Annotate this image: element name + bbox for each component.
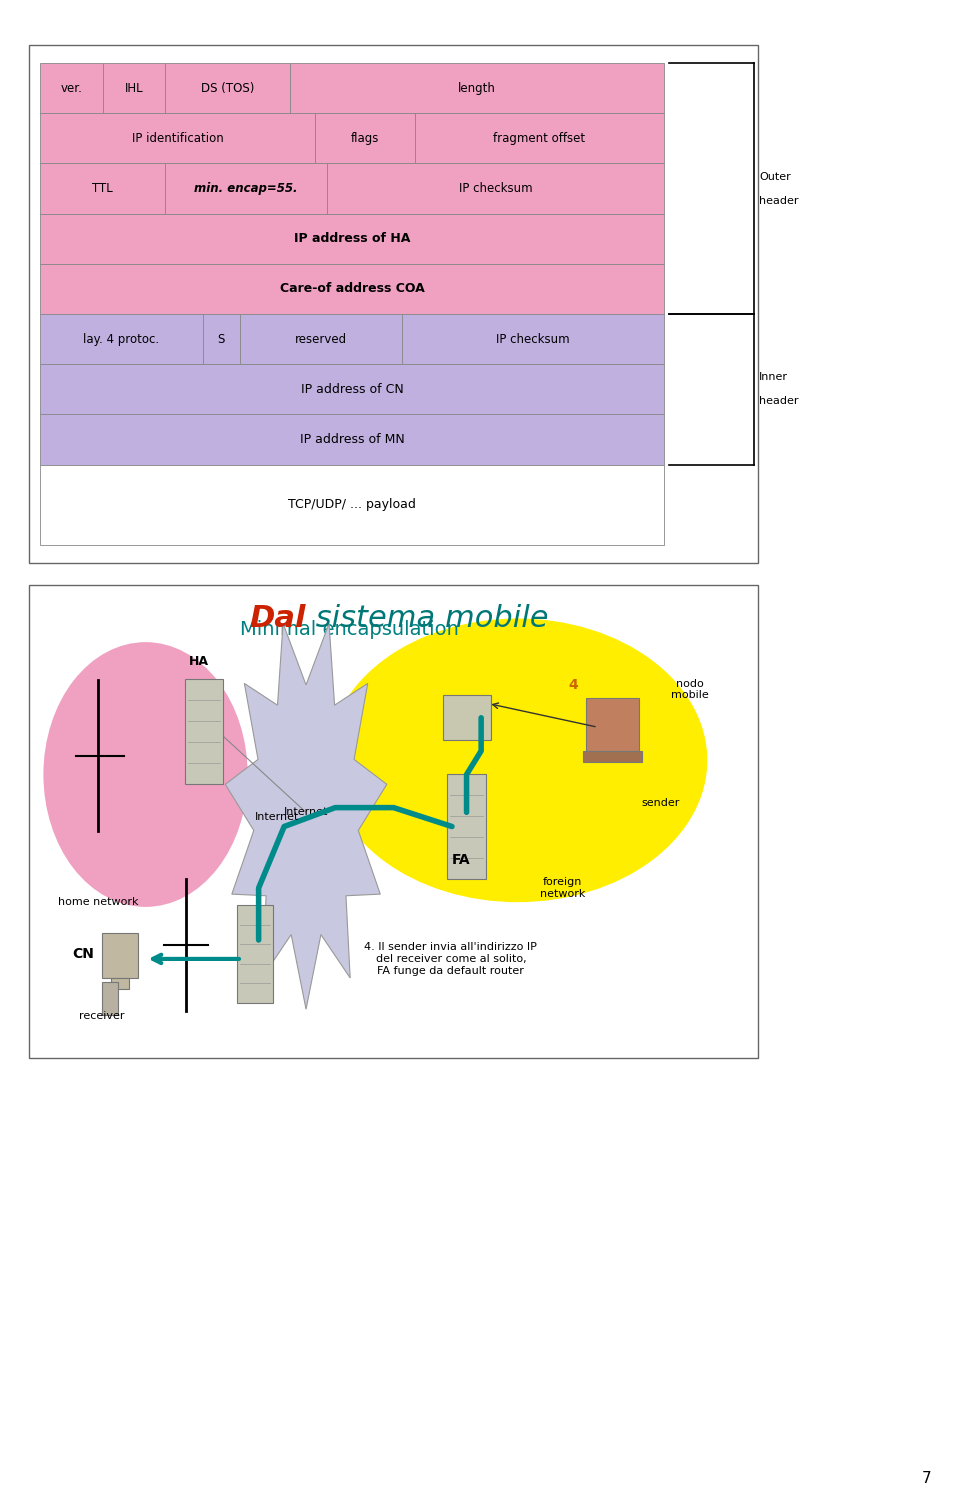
Text: Internet: Internet [254, 812, 300, 823]
Bar [40, 314, 203, 365]
Text: TCP/UDP/ ... payload: TCP/UDP/ ... payload [288, 498, 417, 512]
Bar [40, 264, 664, 314]
Text: 4: 4 [568, 677, 579, 692]
Bar [443, 695, 491, 740]
Text: length: length [458, 81, 496, 95]
Bar [165, 164, 327, 213]
Bar [165, 63, 290, 113]
Text: IP checksum: IP checksum [496, 333, 570, 345]
Text: S: S [218, 333, 225, 345]
Bar [184, 680, 223, 785]
Text: reserved: reserved [295, 333, 348, 345]
Text: flags: flags [350, 132, 379, 144]
Text: TTL: TTL [92, 182, 113, 195]
Text: sender: sender [641, 799, 680, 808]
Text: Dal: Dal [250, 603, 306, 633]
Text: home network: home network [58, 898, 138, 907]
Bar [103, 63, 165, 113]
Text: receiver: receiver [79, 1010, 125, 1021]
Ellipse shape [43, 642, 248, 907]
Text: IP address of MN: IP address of MN [300, 432, 404, 446]
Bar [29, 585, 758, 1058]
Text: Outer: Outer [759, 171, 791, 182]
Bar [40, 63, 103, 113]
Bar [402, 314, 664, 365]
Text: HA: HA [189, 654, 209, 668]
Text: IP identification: IP identification [132, 132, 224, 144]
Bar [327, 164, 664, 213]
Bar [102, 982, 118, 1015]
Text: IP address of CN: IP address of CN [300, 383, 403, 396]
Bar [290, 63, 664, 113]
Text: 4. Il sender invia all'indirizzo IP
del receiver come al solito,
FA funge da def: 4. Il sender invia all'indirizzo IP del … [365, 943, 538, 976]
Bar [40, 414, 664, 465]
Text: IP checksum: IP checksum [459, 182, 533, 195]
Text: IP address of HA: IP address of HA [294, 233, 411, 245]
Bar [40, 113, 315, 164]
Text: Care-of address COA: Care-of address COA [280, 282, 424, 296]
Bar [584, 750, 641, 763]
Text: IHL: IHL [125, 81, 143, 95]
Bar [40, 213, 664, 264]
Bar [40, 465, 664, 545]
Bar [315, 113, 415, 164]
Text: lay. 4 protoc.: lay. 4 protoc. [84, 333, 159, 345]
Bar [203, 314, 240, 365]
Bar [587, 698, 639, 750]
Polygon shape [226, 623, 387, 1009]
Bar [102, 932, 138, 977]
Bar [415, 113, 664, 164]
Bar [111, 977, 129, 989]
Text: ver.: ver. [60, 81, 83, 95]
Text: header: header [759, 396, 799, 407]
Text: fragment offset: fragment offset [493, 132, 586, 144]
Text: Internet: Internet [284, 808, 328, 818]
Text: header: header [759, 195, 799, 206]
Text: FA: FA [452, 853, 470, 866]
Text: 7: 7 [922, 1471, 931, 1486]
Bar [40, 365, 664, 414]
Text: nodo
mobile: nodo mobile [671, 678, 708, 699]
Bar [240, 314, 402, 365]
Bar [40, 164, 165, 213]
Text: Inner: Inner [759, 372, 788, 383]
Text: foreign
network: foreign network [540, 877, 585, 899]
Text: Minimal encapsulation: Minimal encapsulation [240, 620, 459, 639]
Bar [447, 775, 486, 880]
Text: sistema mobile: sistema mobile [306, 603, 548, 633]
Bar [29, 45, 758, 563]
Bar [237, 905, 274, 1003]
Text: min. encap=55.: min. encap=55. [195, 182, 298, 195]
Ellipse shape [328, 618, 708, 902]
Text: DS (TOS): DS (TOS) [201, 81, 254, 95]
Text: CN: CN [73, 947, 94, 961]
